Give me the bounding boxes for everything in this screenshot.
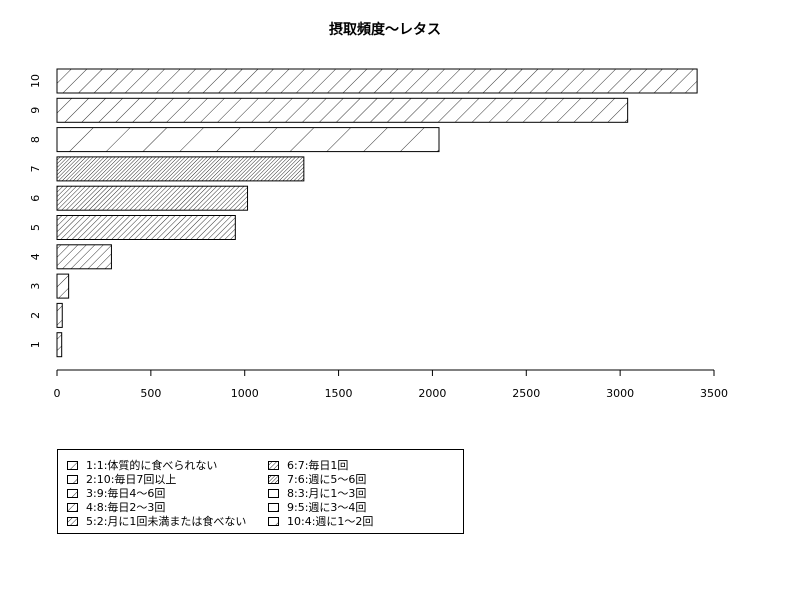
legend-label: 6:7:毎日1回	[287, 459, 349, 472]
bar-4	[56, 244, 112, 270]
legend-item: 6:7:毎日1回	[268, 458, 348, 472]
legend-label: 5:2:月に1回未満または食べない	[86, 515, 247, 528]
bar-5	[56, 215, 236, 240]
legend-item: 3:9:毎日4〜6回	[67, 486, 165, 500]
legend-label: 7:6:週に5〜6回	[287, 473, 367, 486]
legend-swatch	[268, 488, 279, 498]
legend-item: 7:6:週に5〜6回	[268, 472, 366, 486]
legend: 1:1:体質的に食べられない 2:10:毎日7回以上 3:9:毎日4〜6回 4:8:毎…	[57, 449, 464, 534]
legend-item: 10:4:週に1〜2回	[268, 514, 373, 528]
y-tick-label: 3	[29, 283, 42, 290]
y-tick-label: 9	[29, 107, 42, 114]
legend-label: 2:10:毎日7回以上	[86, 473, 177, 486]
y-tick-label: 4	[29, 253, 42, 260]
legend-swatch	[268, 460, 279, 470]
legend-item: 5:2:月に1回未満または食べない	[67, 514, 246, 528]
legend-swatch	[268, 474, 279, 484]
y-tick-label: 5	[29, 224, 42, 231]
bar-3	[56, 273, 70, 299]
x-tick-label: 3500	[700, 387, 728, 400]
legend-label: 3:9:毎日4〜6回	[86, 487, 166, 500]
x-tick-label: 0	[54, 387, 61, 400]
bar-1	[56, 332, 63, 358]
legend-swatch	[268, 502, 279, 512]
bar-10	[56, 68, 698, 94]
legend-label: 1:1:体質的に食べられない	[86, 459, 218, 472]
x-tick-label: 2000	[418, 387, 446, 400]
x-tick-label: 1000	[231, 387, 259, 400]
bar-7	[56, 156, 305, 182]
bar-2	[56, 302, 63, 328]
chart-title: 摂取頻度〜レタス	[329, 21, 441, 38]
legend-swatch	[67, 474, 78, 484]
bar-6	[56, 185, 249, 211]
legend-item: 8:3:月に1〜3回	[268, 486, 366, 500]
legend-item: 9:5:週に3〜4回	[268, 500, 366, 514]
legend-swatch	[268, 516, 279, 526]
legend-swatch	[67, 516, 78, 526]
legend-item: 4:8:毎日2〜3回	[67, 500, 165, 514]
y-tick-label: 2	[29, 312, 42, 319]
x-tick-label: 1500	[325, 387, 353, 400]
x-tick-label: 2500	[512, 387, 540, 400]
legend-label: 10:4:週に1〜2回	[287, 515, 374, 528]
legend-item: 1:1:体質的に食べられない	[67, 458, 217, 472]
legend-label: 9:5:週に3〜4回	[287, 501, 367, 514]
y-tick-label: 7	[29, 165, 42, 172]
legend-label: 8:3:月に1〜3回	[287, 487, 367, 500]
bar-8	[56, 127, 440, 153]
legend-label: 4:8:毎日2〜3回	[86, 501, 166, 514]
bar-9	[56, 97, 629, 123]
legend-swatch	[67, 460, 78, 470]
legend-item: 2:10:毎日7回以上	[67, 472, 176, 486]
y-tick-label: 1	[29, 341, 42, 348]
legend-swatch	[67, 488, 78, 498]
legend-swatch	[67, 502, 78, 512]
y-tick-label: 8	[29, 136, 42, 143]
y-tick-label: 6	[29, 195, 42, 202]
x-tick-label: 500	[140, 387, 161, 400]
x-tick-label: 3000	[606, 387, 634, 400]
y-tick-label: 10	[29, 74, 42, 88]
